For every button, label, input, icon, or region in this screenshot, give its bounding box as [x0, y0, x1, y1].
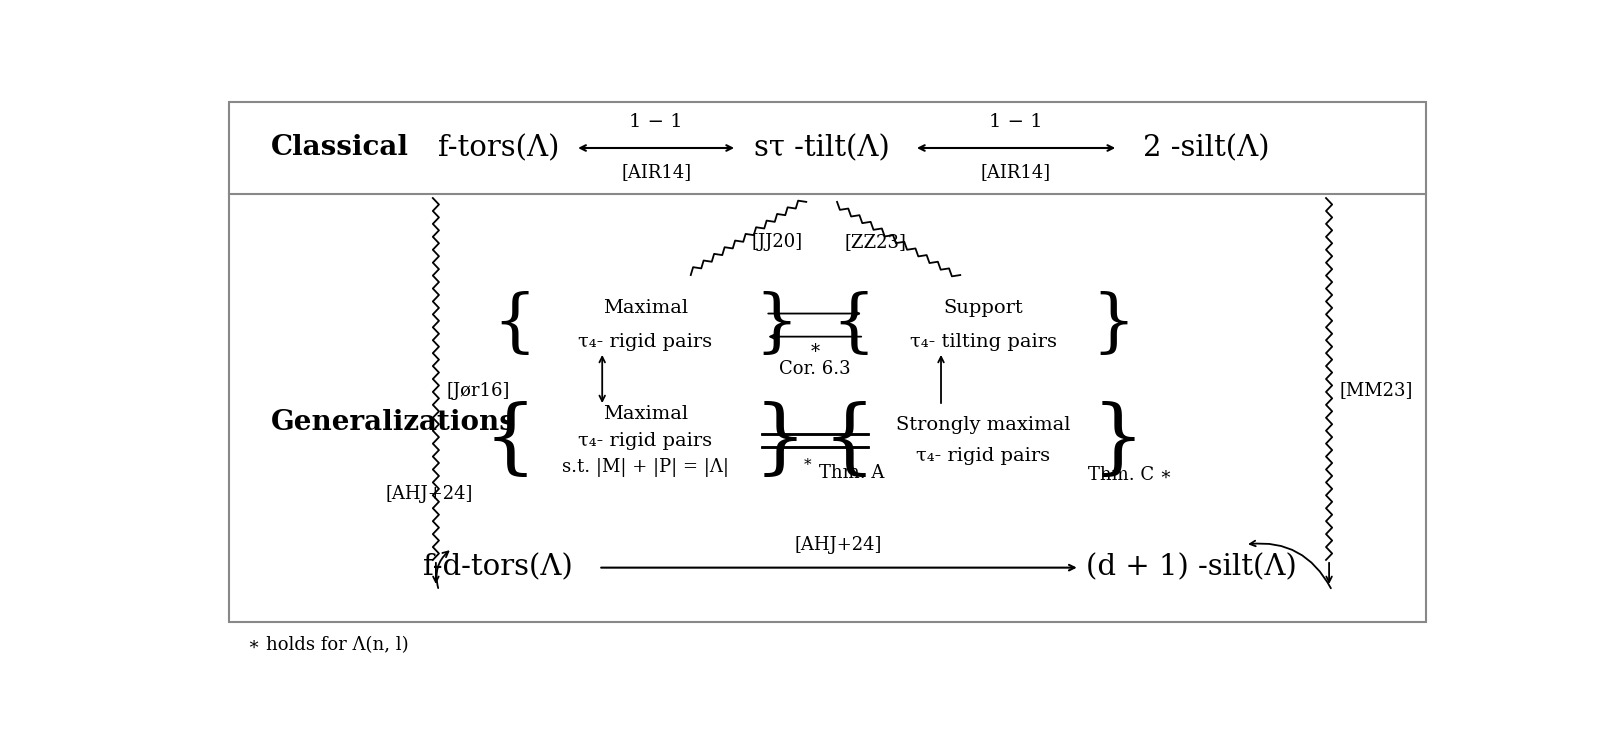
Text: Strongly maximal: Strongly maximal [897, 416, 1071, 434]
Text: Thm. C ∗: Thm. C ∗ [1087, 466, 1171, 484]
Text: Maximal: Maximal [603, 299, 687, 317]
Text: 2 -silt(Λ): 2 -silt(Λ) [1144, 134, 1269, 162]
Bar [229, 102, 1426, 622]
Text: τ₄- tilting pairs: τ₄- tilting pairs [910, 333, 1057, 351]
Text: {: { [492, 292, 537, 358]
Text: {: { [484, 401, 537, 481]
Text: Generalizations: Generalizations [271, 409, 516, 436]
Text: *: * [803, 457, 811, 472]
Text: Classical: Classical [271, 135, 410, 162]
Text: sτ -tilt(Λ): sτ -tilt(Λ) [753, 134, 889, 162]
Text: }: } [1090, 292, 1136, 358]
Text: τ₄- rigid pairs: τ₄- rigid pairs [579, 432, 713, 450]
Text: τ₄- rigid pairs: τ₄- rigid pairs [916, 447, 1050, 465]
Text: Thm. A: Thm. A [818, 464, 884, 482]
Text: [AHJ+24]: [AHJ+24] [386, 486, 473, 504]
Text: [MM23]: [MM23] [1340, 381, 1413, 399]
Text: }: } [753, 401, 806, 481]
Text: [Jør16]: [Jør16] [447, 381, 510, 399]
Text: Cor. 6.3: Cor. 6.3 [779, 359, 850, 378]
Text: }: } [1090, 401, 1144, 481]
Text: [AIR14]: [AIR14] [621, 163, 690, 181]
Text: 1 − 1: 1 − 1 [629, 113, 682, 131]
Text: {: { [823, 401, 876, 481]
Text: }: } [753, 292, 798, 358]
Text: [ZZ23]: [ZZ23] [845, 232, 907, 250]
Text: Maximal: Maximal [603, 405, 687, 423]
Text: f-tors(Λ): f-tors(Λ) [437, 134, 560, 162]
Text: (d + 1) -silt(Λ): (d + 1) -silt(Λ) [1086, 553, 1297, 581]
Text: [JJ20]: [JJ20] [752, 232, 802, 250]
Text: *: * [810, 343, 819, 361]
Text: f-d-tors(Λ): f-d-tors(Λ) [423, 553, 573, 581]
Text: ∗ holds for Λ(n, l): ∗ holds for Λ(n, l) [248, 635, 408, 653]
Text: {: { [831, 292, 876, 358]
Text: [AIR14]: [AIR14] [981, 163, 1050, 181]
Text: Support: Support [944, 299, 1023, 317]
Text: τ₄- rigid pairs: τ₄- rigid pairs [579, 333, 713, 351]
Text: s.t. |M| + |P| = |Λ|: s.t. |M| + |P| = |Λ| [561, 458, 729, 477]
Text: [AHJ+24]: [AHJ+24] [795, 535, 882, 553]
Text: 1 − 1: 1 − 1 [989, 113, 1042, 131]
